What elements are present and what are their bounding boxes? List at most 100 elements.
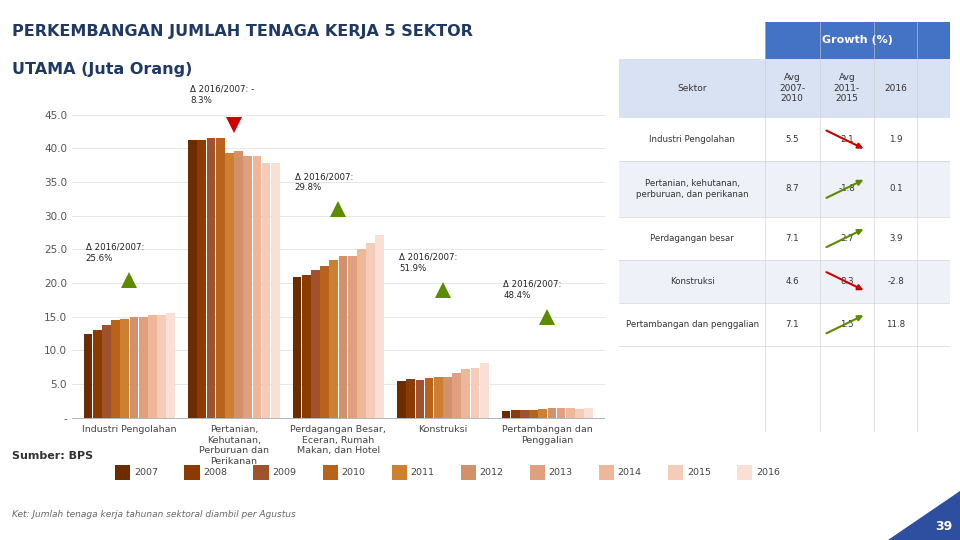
Bar [102, 325, 110, 418]
Bar [461, 465, 476, 480]
Bar [111, 320, 120, 418]
Text: Pertanian, kehutanan,
perburuan, dan perikanan: Pertanian, kehutanan, perburuan, dan per… [636, 179, 749, 199]
Bar [585, 408, 593, 418]
Bar [434, 377, 443, 418]
Bar [539, 409, 547, 418]
Text: Avg
2007-
2010: Avg 2007- 2010 [780, 73, 805, 103]
Bar [520, 410, 529, 418]
Bar [366, 242, 375, 418]
Text: 2009: 2009 [272, 468, 296, 477]
Text: 2.1: 2.1 [840, 135, 853, 144]
Bar [216, 138, 225, 418]
Bar [115, 465, 131, 480]
Text: Δ 2016/2007:
48.4%: Δ 2016/2007: 48.4% [503, 280, 562, 300]
Bar [397, 381, 406, 418]
Text: 2012: 2012 [479, 468, 503, 477]
Bar [470, 368, 479, 418]
Bar [348, 256, 356, 418]
Text: -1.8: -1.8 [838, 184, 855, 193]
Text: Industri Pengolahan: Industri Pengolahan [649, 135, 735, 144]
Bar [293, 277, 301, 418]
Bar [184, 465, 200, 480]
Bar [84, 334, 92, 418]
Bar [424, 378, 434, 418]
Text: 0.1: 0.1 [889, 184, 902, 193]
Bar [619, 260, 950, 303]
Bar [198, 140, 206, 418]
Bar [452, 373, 461, 418]
Text: UTAMA (Juta Orang): UTAMA (Juta Orang) [12, 62, 193, 77]
Text: Δ 2016/2007:
25.6%: Δ 2016/2007: 25.6% [85, 243, 144, 263]
Text: Konstruksi: Konstruksi [670, 276, 714, 286]
Text: Δ 2016/2007:
29.8%: Δ 2016/2007: 29.8% [295, 172, 353, 192]
Bar [323, 465, 338, 480]
Text: Sumber: BPS: Sumber: BPS [12, 451, 94, 461]
Bar [121, 319, 130, 418]
Text: PERKEMBANGAN JUMLAH TENAGA KERJA 5 SEKTOR: PERKEMBANGAN JUMLAH TENAGA KERJA 5 SEKTO… [12, 24, 473, 39]
Bar [619, 58, 950, 118]
Text: Growth (%): Growth (%) [822, 35, 893, 45]
Text: 3.9: 3.9 [889, 234, 902, 242]
Text: 2016: 2016 [884, 84, 907, 93]
Bar [130, 317, 138, 418]
Text: 2.7: 2.7 [840, 234, 853, 242]
Text: 8.3: 8.3 [840, 276, 853, 286]
Text: 2007: 2007 [133, 468, 157, 477]
Text: Pertambangan dan penggalian: Pertambangan dan penggalian [626, 320, 758, 329]
Bar [566, 408, 575, 418]
Text: 2011: 2011 [410, 468, 434, 477]
Bar [444, 377, 452, 418]
Bar [93, 330, 102, 418]
Text: 2008: 2008 [203, 468, 227, 477]
Text: -2.8: -2.8 [887, 276, 904, 286]
Bar [557, 408, 565, 418]
Bar [252, 156, 261, 418]
Text: 11.8: 11.8 [886, 320, 905, 329]
Text: Δ 2016/2007:
51.9%: Δ 2016/2007: 51.9% [399, 253, 457, 273]
Bar [480, 362, 489, 418]
Polygon shape [888, 491, 960, 540]
Bar [737, 465, 753, 480]
Bar [375, 234, 384, 418]
Text: 2015: 2015 [686, 468, 710, 477]
Text: 7.1: 7.1 [785, 234, 799, 242]
Bar [502, 411, 511, 418]
Bar [529, 410, 538, 418]
Bar [253, 465, 269, 480]
Text: 39: 39 [936, 519, 952, 532]
Bar [339, 256, 348, 418]
Text: 1.9: 1.9 [889, 135, 902, 144]
Bar [225, 153, 233, 418]
Bar [416, 380, 424, 418]
Text: 2014: 2014 [617, 468, 641, 477]
Bar [357, 249, 366, 418]
Bar [547, 408, 556, 418]
Bar [462, 369, 470, 418]
Bar [619, 118, 950, 161]
Bar [668, 465, 684, 480]
Text: Ket: Jumlah tenaga kerja tahunan sektoral diambil per Agustus: Ket: Jumlah tenaga kerja tahunan sektora… [12, 510, 297, 519]
Text: Avg
2011-
2015: Avg 2011- 2015 [834, 73, 860, 103]
Text: Sektor: Sektor [678, 84, 707, 93]
Bar [406, 380, 415, 418]
Text: 1.5: 1.5 [840, 320, 853, 329]
Text: 2016: 2016 [756, 468, 780, 477]
Bar [619, 303, 950, 346]
Text: 8.7: 8.7 [785, 184, 799, 193]
Bar [392, 465, 407, 480]
Text: Δ 2016/2007: -
8.3%: Δ 2016/2007: - 8.3% [190, 84, 254, 105]
Bar [321, 266, 329, 418]
Text: 2013: 2013 [548, 468, 573, 477]
Bar [619, 217, 950, 260]
Text: Perdagangan besar: Perdagangan besar [650, 234, 734, 242]
Bar [511, 410, 519, 418]
Bar [765, 22, 950, 58]
Bar [329, 260, 338, 418]
Bar [530, 465, 545, 480]
Bar [599, 465, 614, 480]
Bar [262, 163, 271, 418]
Text: 4.6: 4.6 [785, 276, 799, 286]
Bar [311, 271, 320, 418]
Text: 5.5: 5.5 [785, 135, 799, 144]
Bar [139, 317, 148, 418]
